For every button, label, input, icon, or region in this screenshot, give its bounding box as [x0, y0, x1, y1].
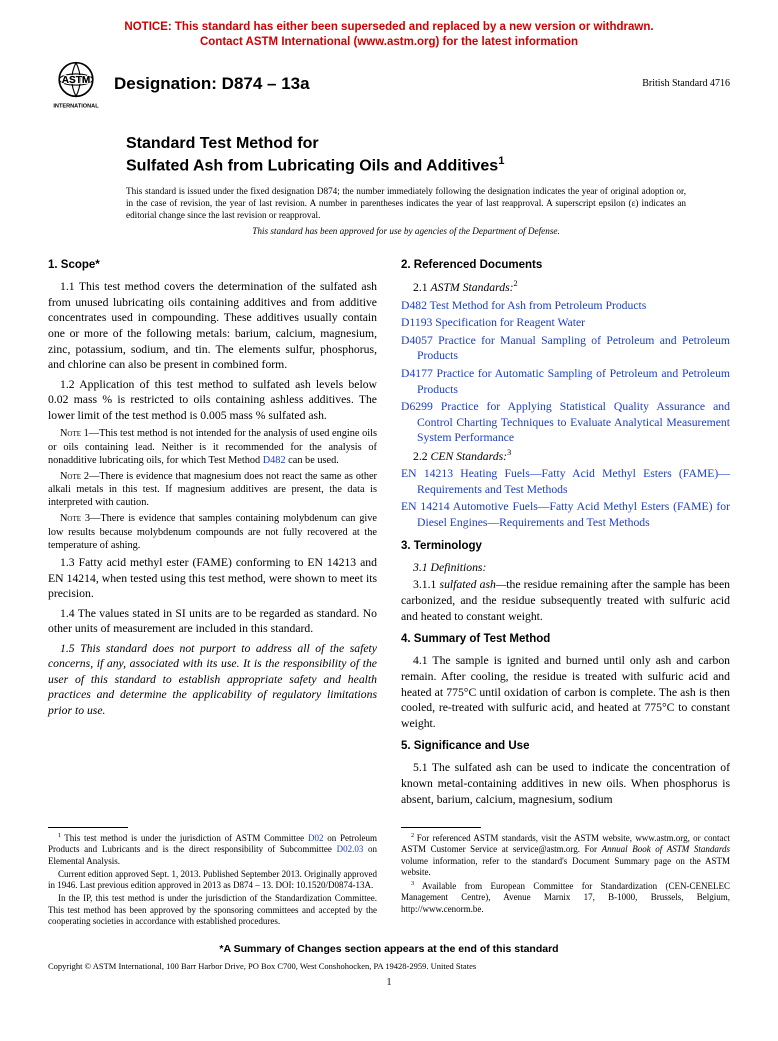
note-2-label: Note 2— — [60, 471, 99, 482]
para-5-1: 5.1 The sulfated ash can be used to indi… — [401, 760, 730, 807]
ref-2-1: 2.1 ASTM Standards:2 — [401, 279, 730, 295]
header-left: ASTM ASTM INTERNATIONAL Designation: D87… — [48, 56, 310, 112]
right-column: 2. Referenced Documents 2.1 ASTM Standar… — [401, 250, 730, 811]
para-1-1: 1.1 This test method covers the determin… — [48, 279, 377, 372]
footnote-1-p2: Current edition approved Sept. 1, 2013. … — [48, 869, 377, 892]
ref-item[interactable]: D6299 Practice for Applying Statistical … — [401, 399, 730, 446]
para-3-1-1: 3.1.1 sulfated ash—the residue remaining… — [401, 577, 730, 624]
footnote-col-right: 2 For referenced ASTM standards, visit t… — [401, 827, 730, 929]
footnote-1-p3: In the IP, this test method is under the… — [48, 893, 377, 927]
dod-approval: This standard has been approved for use … — [126, 226, 686, 236]
fn1-a: This test method is under the jurisdicti… — [64, 833, 308, 843]
fn2-text: For referenced ASTM standards, visit the… — [401, 833, 730, 877]
ref-item[interactable]: D1193 Specification for Reagent Water — [401, 315, 730, 331]
fn1-link1[interactable]: D02 — [308, 833, 324, 843]
ref-item[interactable]: D4057 Practice for Manual Sampling of Pe… — [401, 333, 730, 364]
para-1-4: 1.4 The values stated in SI units are to… — [48, 606, 377, 637]
ref-2-1-text: 2.1 ASTM Standards: — [413, 281, 514, 294]
ref-2-2: 2.2 CEN Standards:3 — [401, 448, 730, 464]
note-3-label: Note 3— — [60, 513, 100, 524]
defn-term: sulfated ash— — [440, 578, 507, 591]
section-1-head: 1. Scope* — [48, 258, 377, 273]
para-1-5: 1.5 This standard does not purport to ad… — [48, 641, 377, 719]
title-main-text: Sulfated Ash from Lubricating Oils and A… — [126, 157, 498, 174]
british-standard: British Standard 4716 — [642, 78, 730, 89]
note-1-link[interactable]: D482 — [263, 455, 286, 466]
title-main: Sulfated Ash from Lubricating Oils and A… — [126, 154, 730, 176]
note-1-b: can be used. — [286, 455, 339, 466]
footnotes: 1 This test method is under the jurisdic… — [48, 827, 730, 929]
designation: Designation: D874 – 13a — [114, 74, 310, 94]
note-1: Note 1—This test method is not intended … — [48, 427, 377, 467]
section-4-head: 4. Summary of Test Method — [401, 632, 730, 647]
section-2-head: 2. Referenced Documents — [401, 258, 730, 273]
left-column: 1. Scope* 1.1 This test method covers th… — [48, 250, 377, 811]
notice-line2: Contact ASTM International (www.astm.org… — [200, 36, 578, 48]
para-3-1: 3.1 Definitions: — [401, 560, 730, 576]
ref-2-2-sup: 3 — [507, 448, 511, 457]
note-3: Note 3—There is evidence that samples co… — [48, 512, 377, 552]
section-3-head: 3. Terminology — [401, 539, 730, 554]
header-row: ASTM ASTM INTERNATIONAL Designation: D87… — [48, 56, 730, 112]
footnote-1: 1 This test method is under the jurisdic… — [48, 832, 377, 867]
notice-line1: NOTICE: This standard has either been su… — [124, 21, 653, 33]
ref-2-2-text: 2.2 CEN Standards: — [413, 450, 507, 463]
note-2: Note 2—There is evidence that magnesium … — [48, 470, 377, 510]
ref-2-1-sup: 2 — [514, 279, 518, 288]
title-block: Standard Test Method for Sulfated Ash fr… — [126, 134, 730, 176]
ref-item[interactable]: D482 Test Method for Ash from Petroleum … — [401, 298, 730, 314]
section-5-head: 5. Significance and Use — [401, 739, 730, 754]
ref-item[interactable]: D4177 Practice for Automatic Sampling of… — [401, 366, 730, 397]
svg-text:ASTM: ASTM — [62, 75, 91, 86]
footnote-col-left: 1 This test method is under the jurisdic… — [48, 827, 377, 929]
footnote-3: 3 Available from European Committee for … — [401, 880, 730, 915]
title-sup: 1 — [498, 155, 504, 167]
summary-of-changes-note: *A Summary of Changes section appears at… — [48, 943, 730, 955]
para-1-2: 1.2 Application of this test method to s… — [48, 377, 377, 424]
para-1-3: 1.3 Fatty acid methyl ester (FAME) confo… — [48, 555, 377, 602]
ref-item[interactable]: EN 14214 Automotive Fuels—Fatty Acid Met… — [401, 499, 730, 530]
copyright: Copyright © ASTM International, 100 Barr… — [48, 961, 730, 971]
body-columns: 1. Scope* 1.1 This test method covers th… — [48, 250, 730, 811]
title-lead: Standard Test Method for — [126, 134, 730, 154]
note-1-label: Note 1— — [60, 428, 99, 439]
page-number: 1 — [48, 977, 730, 988]
svg-text:INTERNATIONAL: INTERNATIONAL — [53, 103, 99, 109]
para-4-1: 4.1 The sample is ignited and burned unt… — [401, 653, 730, 731]
withdrawal-notice: NOTICE: This standard has either been su… — [48, 20, 730, 50]
fn1-link2[interactable]: D02.03 — [337, 844, 364, 854]
issuance-text: This standard is issued under the fixed … — [126, 186, 686, 222]
footnote-2: 2 For referenced ASTM standards, visit t… — [401, 832, 730, 878]
fn3-text: Available from European Committee for St… — [401, 881, 730, 914]
astm-logo: ASTM ASTM INTERNATIONAL — [48, 56, 104, 112]
defn-num: 3.1.1 — [413, 578, 440, 591]
ref-item[interactable]: EN 14213 Heating Fuels—Fatty Acid Methyl… — [401, 466, 730, 497]
